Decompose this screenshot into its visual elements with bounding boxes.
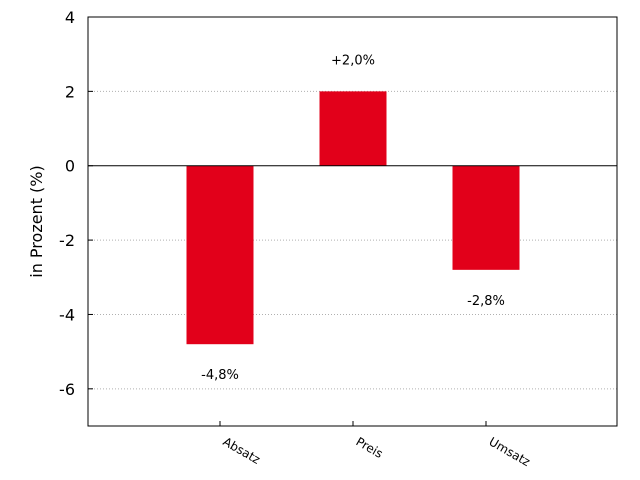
plot-area-frame: [87, 16, 618, 427]
y-axis-title: in Prozent (%): [27, 165, 46, 277]
x-tick-label: Preis: [354, 434, 386, 460]
bar-absatz: [186, 165, 254, 345]
x-axis-ticks: Absatz Preis Umsatz: [219, 421, 533, 469]
x-tick-label: Absatz: [221, 434, 263, 466]
y-tick-label: 4: [65, 8, 75, 27]
bar-umsatz: [452, 165, 520, 270]
data-labels: -4,8% +2,0% -2,8%: [201, 53, 505, 383]
y-tick-label: -2: [59, 231, 75, 250]
y-axis-ticks: 4 2 0 -2 -4 -6: [59, 8, 93, 399]
bar-preis: [319, 91, 387, 166]
y-tick-label: 2: [65, 82, 75, 101]
data-label: +2,0%: [331, 53, 375, 68]
bars: [186, 91, 520, 345]
y-tick-label: 0: [65, 157, 75, 176]
data-label: -4,8%: [201, 368, 239, 383]
grid-lines: [88, 16, 617, 390]
y-tick-label: -4: [59, 305, 75, 324]
x-tick-label: Umsatz: [487, 434, 533, 469]
y-tick-label: -6: [59, 380, 75, 399]
data-label: -2,8%: [467, 294, 505, 309]
